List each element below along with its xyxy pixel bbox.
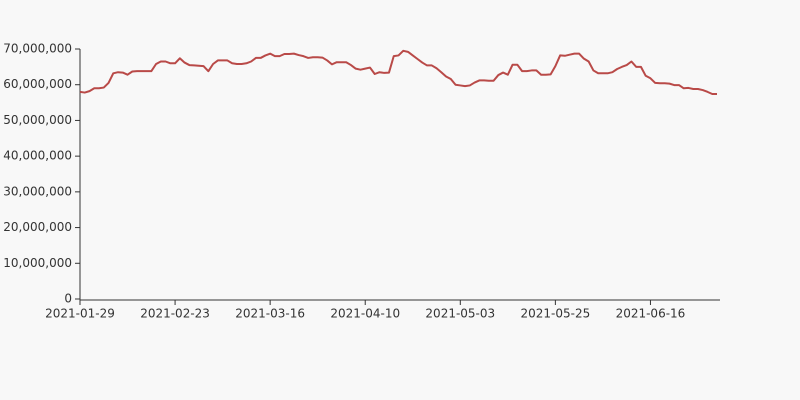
y-tick-label: 10,000,000 — [3, 256, 72, 270]
y-tick-label: 40,000,000 — [3, 149, 72, 163]
y-tick-label: 60,000,000 — [3, 77, 72, 91]
y-tick-label: 0 — [64, 292, 72, 306]
x-tick-label: 2021-01-29 — [45, 307, 115, 321]
y-tick-label: 30,000,000 — [3, 184, 72, 198]
x-tick-label: 2021-06-16 — [616, 307, 686, 321]
x-tick-label: 2021-04-10 — [330, 307, 400, 321]
x-tick-label: 2021-03-16 — [235, 307, 305, 321]
x-tick-label: 2021-05-03 — [425, 307, 495, 321]
y-tick-label: 50,000,000 — [3, 113, 72, 127]
y-tick-label: 20,000,000 — [3, 220, 72, 234]
y-tick-label: 70,000,000 — [3, 42, 72, 56]
line-series — [79, 49, 717, 95]
x-tick-label: 2021-02-23 — [140, 307, 210, 321]
x-tick-label: 2021-05-25 — [520, 307, 590, 321]
